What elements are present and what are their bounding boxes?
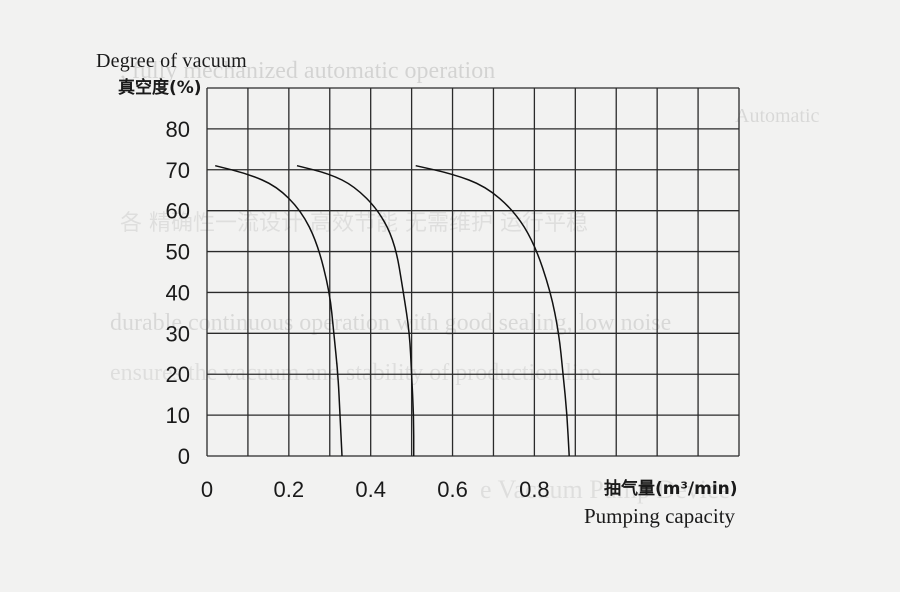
y-tick-label: 50: [166, 240, 190, 265]
y-tick-label: 40: [166, 280, 190, 305]
x-tick-label: 0: [201, 477, 213, 502]
y-tick-label: 80: [166, 117, 190, 142]
svg-text:, fully mechanized automatic o: , fully mechanized automatic operation: [120, 58, 495, 84]
x-tick-label: 0.6: [437, 477, 468, 502]
series-line-2: [296, 164, 415, 456]
svg-text:Automatic: Automatic: [735, 105, 820, 127]
y-tick-label: 0: [178, 444, 190, 469]
y-tick-label: 30: [166, 321, 190, 346]
x-tick-label: 0.2: [274, 477, 305, 502]
x-tick-labels: 0 0.2 0.4 0.6 0.8: [201, 477, 550, 502]
x-axis-label-english: Pumping capacity: [584, 504, 736, 528]
y-axis-label-english: Degree of vacuum: [96, 50, 247, 72]
x-axis-label-chinese: 抽气量(m³/min): [604, 479, 738, 499]
x-tick-label: 0.8: [519, 477, 550, 502]
x-tick-label: 0.4: [355, 477, 386, 502]
y-tick-label: 60: [166, 199, 190, 224]
series-line-3: [415, 164, 570, 457]
svg-text:e Vacuum Pump Device: e Vacuum Pump Device: [480, 475, 730, 504]
y-tick-labels: 0 10 20 30 40 50 60 70 80: [166, 117, 190, 469]
svg-text:durable continuous operation w: durable continuous operation with good s…: [110, 310, 671, 336]
series-line-1: [215, 164, 343, 457]
svg-text:各 精确性一流设计 高效节能 无需维护 运行平稳: 各 精确性一流设计 高效节能 无需维护 运行平稳: [120, 211, 588, 236]
chart-grid: [206, 87, 740, 457]
series-curves: [215, 164, 570, 457]
svg-text:ensures the vacuum and stabili: ensures the vacuum and stability of prod…: [110, 360, 601, 386]
y-axis-label-chinese: 真空度(%): [118, 78, 202, 98]
y-tick-label: 10: [166, 403, 190, 428]
y-tick-label: 70: [166, 158, 190, 183]
y-tick-label: 20: [166, 362, 190, 387]
